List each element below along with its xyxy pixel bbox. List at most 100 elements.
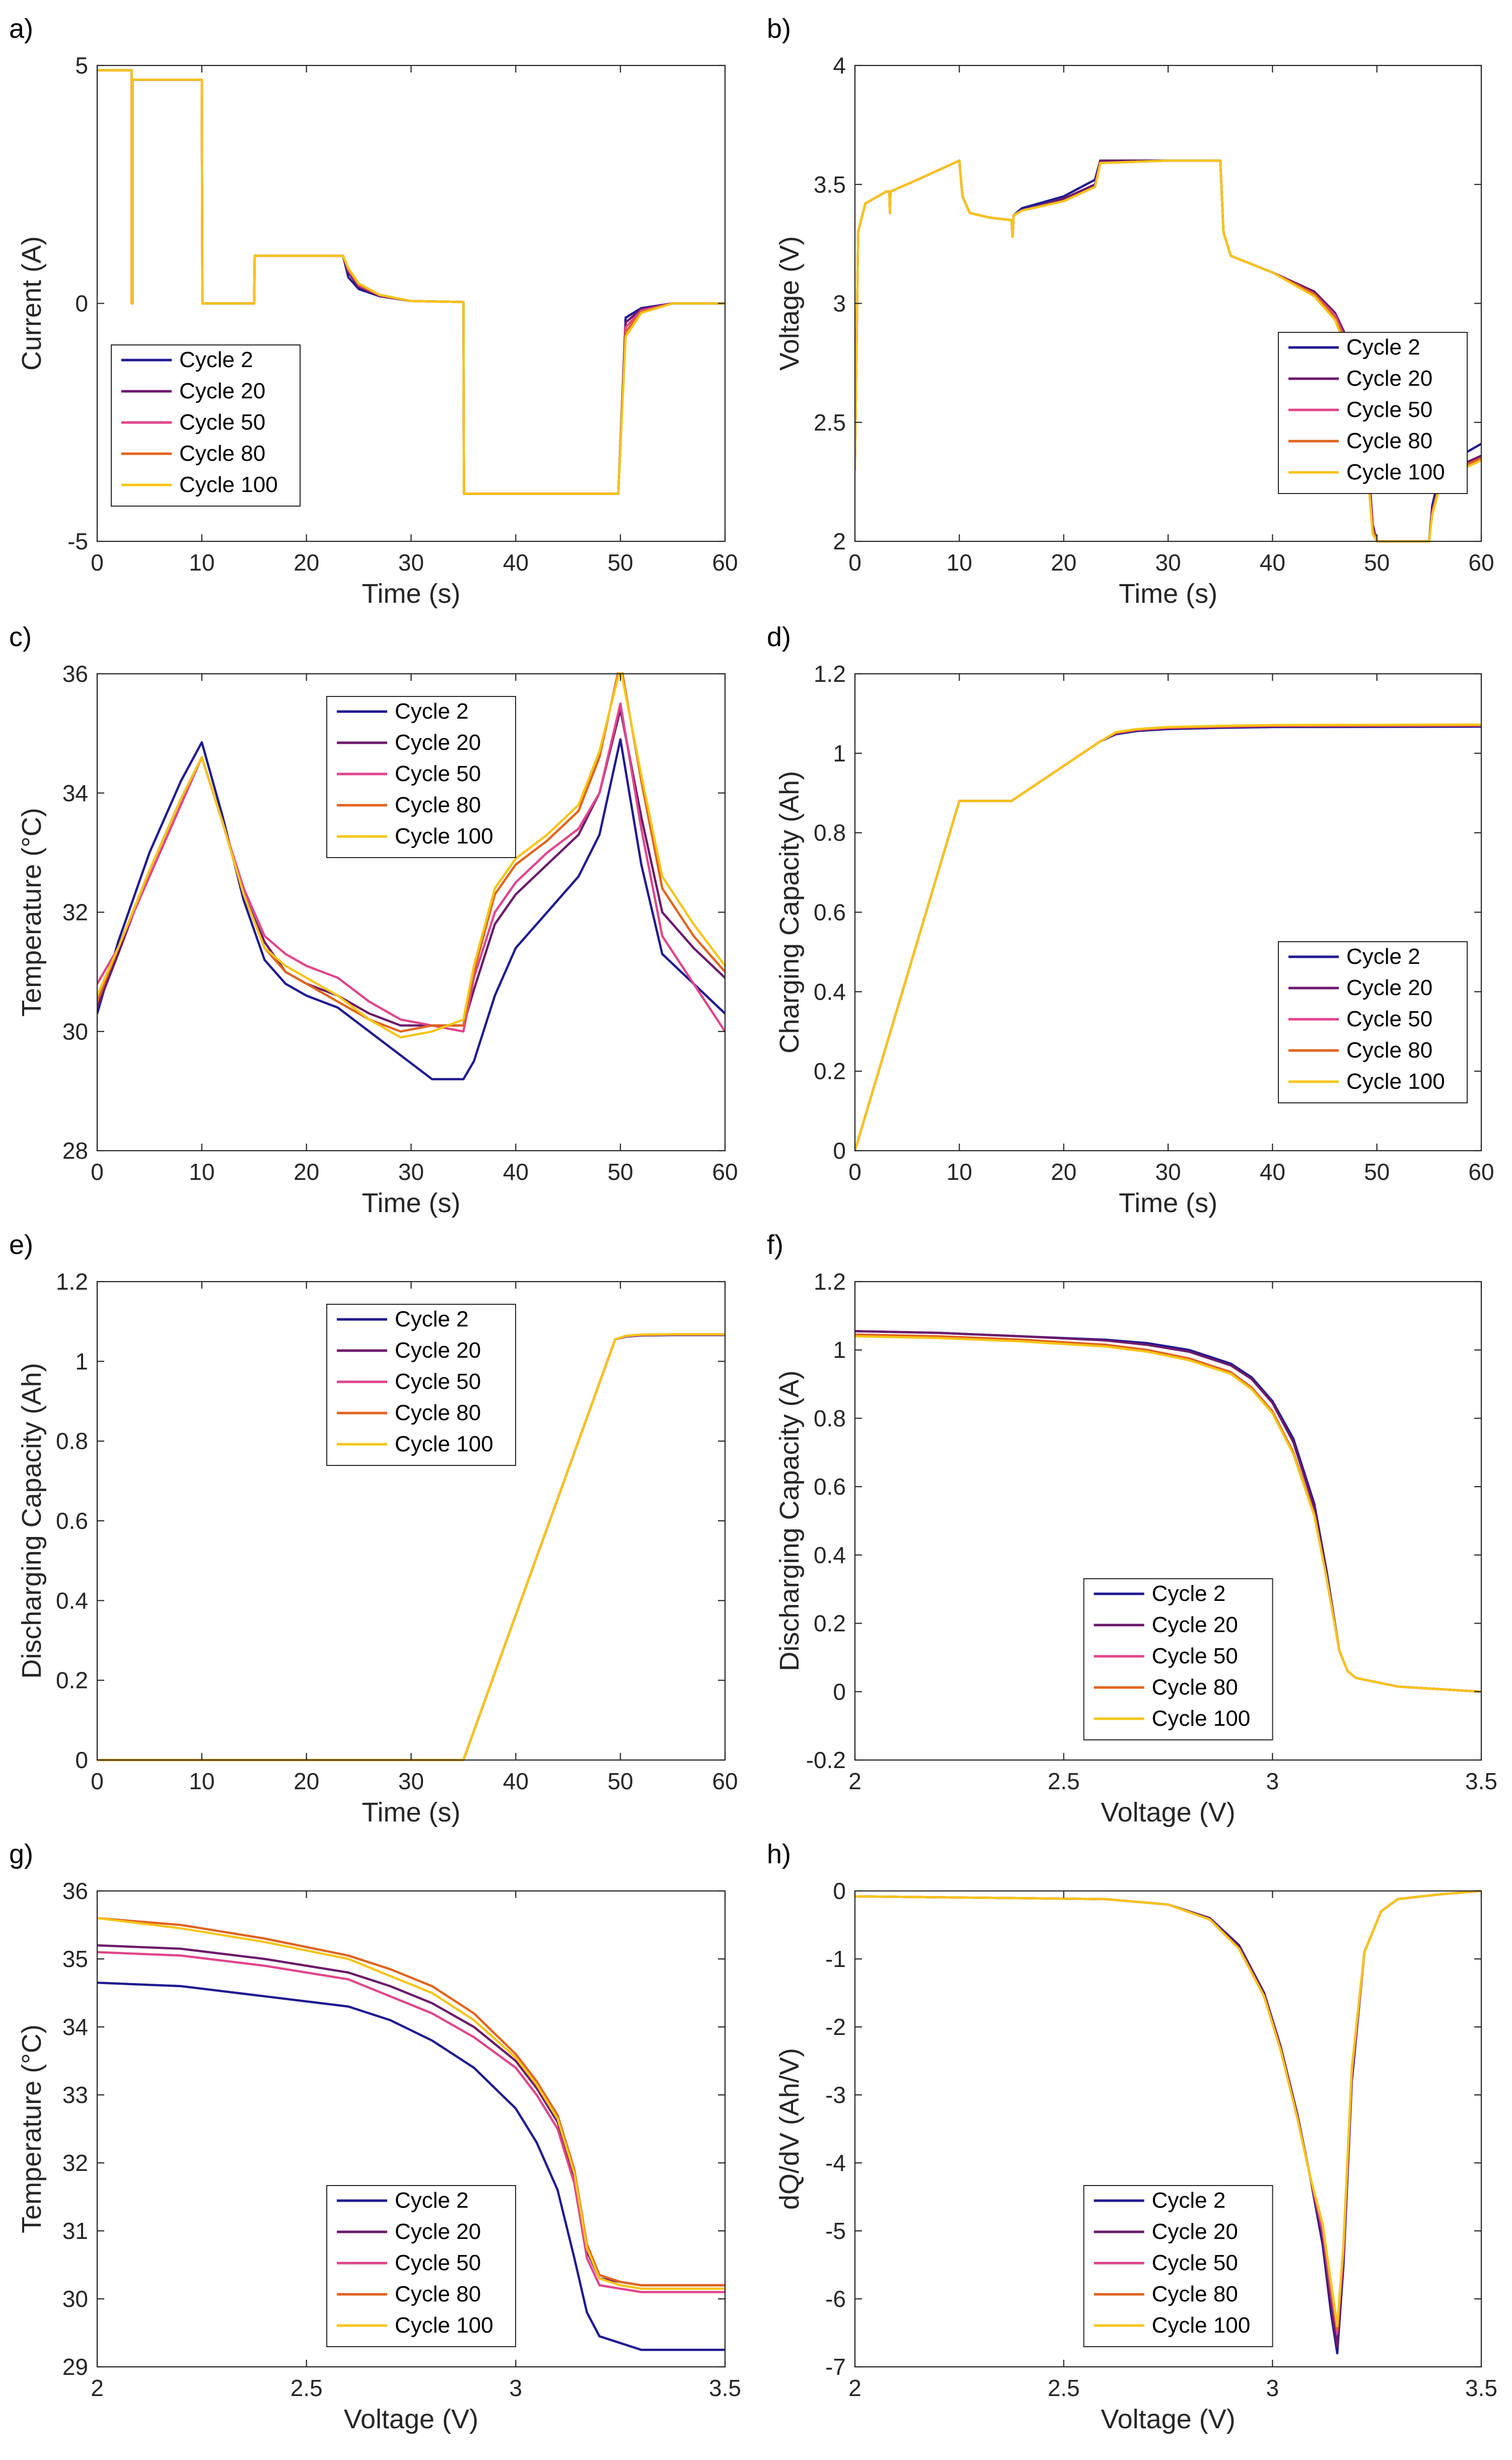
legend-label: Cycle 20 (395, 730, 481, 755)
legend-label: Cycle 100 (395, 2313, 493, 2338)
x-tick-label: 50 (1364, 1159, 1390, 1185)
y-tick-label: -6 (825, 2286, 846, 2312)
legend-label: Cycle 100 (1152, 2313, 1251, 2338)
x-tick-label: 3.5 (709, 2375, 741, 2401)
y-axis-label: Discharging Capacity (A) (774, 1370, 805, 1671)
series-line-cycle-2 (97, 738, 725, 1081)
legend-label: Cycle 2 (395, 699, 469, 724)
x-tick-label: 50 (608, 1768, 633, 1794)
series-line-cycle-2 (97, 1982, 725, 2351)
x-axis-label: Time (s) (1119, 579, 1217, 609)
legend-box (111, 344, 301, 507)
legend-label: Cycle 100 (1346, 1069, 1445, 1094)
y-tick-label: -7 (825, 2354, 846, 2380)
series-line-cycle-100 (97, 69, 725, 495)
y-axis-label: Temperature (°C) (17, 2024, 47, 2233)
x-tick-label: 10 (947, 549, 972, 576)
x-tick-label: 10 (189, 1159, 214, 1185)
y-tick-label: 1 (833, 1337, 846, 1363)
series-line-cycle-100 (97, 1917, 725, 2290)
legend-label: Cycle 2 (395, 2188, 469, 2213)
legend: Cycle 2 Cycle 20 Cycle 50 Cycle 80 Cycle 100 (111, 344, 301, 507)
legend-label: Cycle 100 (179, 472, 278, 497)
legend: Cycle 2 Cycle 20 Cycle 50 Cycle 80 Cycle 100 (1278, 941, 1468, 1103)
legend-label: Cycle 20 (1346, 975, 1432, 1000)
legend-label: Cycle 80 (1152, 1675, 1238, 1700)
series-line-cycle-50 (97, 1951, 725, 2293)
y-tick-label: 0.6 (814, 899, 846, 926)
y-tick-label: 3 (833, 291, 846, 317)
legend-label: Cycle 2 (1346, 944, 1420, 969)
panel-g: g) 2 2.5 3 3.5 29 30 31 32 33 34 35 36 Voltage (V) Tem… (9, 1839, 741, 2434)
x-tick-label: 30 (398, 1159, 424, 1185)
x-axis-label: Voltage (V) (1101, 1797, 1235, 1828)
x-tick-label: 40 (503, 549, 529, 576)
y-tick-label: 1.2 (814, 661, 846, 687)
x-tick-label: 2 (848, 2375, 861, 2401)
x-tick-label: 40 (503, 1768, 529, 1794)
x-tick-label: 30 (1155, 1159, 1181, 1185)
x-tick-label: 2.5 (1048, 1768, 1080, 1794)
x-tick-label: 3 (1266, 1768, 1279, 1794)
y-tick-label: -2 (825, 2014, 846, 2040)
panel-label: h) (767, 1839, 791, 1869)
legend-label: Cycle 50 (395, 1369, 481, 1394)
x-tick-label: 50 (1364, 549, 1390, 576)
y-tick-label: 1 (75, 1348, 88, 1374)
legend-box (1278, 941, 1468, 1103)
y-tick-label: 0 (833, 1878, 846, 1904)
y-tick-label: -5 (825, 2218, 846, 2244)
legend-label: Cycle 50 (395, 761, 481, 786)
legend-box (1278, 332, 1468, 494)
x-tick-label: 20 (294, 1768, 319, 1794)
legend-label: Cycle 20 (395, 1338, 481, 1363)
x-tick-label: 60 (712, 549, 738, 576)
legend-label: Cycle 80 (1346, 1038, 1432, 1063)
x-axis-label: Voltage (V) (344, 2404, 478, 2434)
y-tick-label: 28 (62, 1138, 88, 1164)
x-tick-label: 10 (189, 1768, 214, 1794)
legend-label: Cycle 50 (1346, 1007, 1432, 1031)
x-tick-label: 3.5 (1465, 1768, 1497, 1794)
series-line-cycle-80 (97, 1917, 725, 2287)
x-tick-label: 40 (1260, 1159, 1285, 1185)
x-axis-label: Time (s) (362, 1797, 461, 1828)
legend-label: Cycle 2 (1346, 335, 1420, 360)
x-tick-label: 0 (91, 1159, 104, 1185)
panel-label: a) (9, 14, 33, 44)
series-line-cycle-100 (855, 1335, 1481, 1693)
x-tick-label: 40 (503, 1159, 529, 1185)
legend-box (326, 1304, 516, 1466)
y-tick-label: 35 (62, 1946, 88, 1972)
legend-label: Cycle 20 (1152, 1612, 1238, 1637)
y-tick-label: 0 (75, 1747, 88, 1773)
y-tick-label: 36 (62, 1878, 88, 1904)
x-tick-label: 30 (398, 1768, 424, 1794)
legend-label: Cycle 80 (395, 793, 481, 817)
x-tick-label: 20 (294, 549, 319, 576)
y-axis-label: Temperature (°C) (17, 808, 47, 1017)
y-tick-label: 0.8 (814, 1405, 846, 1431)
legend-label: Cycle 50 (1152, 2251, 1238, 2275)
panel-label: b) (767, 14, 791, 44)
legend: Cycle 2 Cycle 20 Cycle 50 Cycle 80 Cycle 100 (326, 2185, 516, 2347)
y-tick-label: 1.2 (56, 1269, 88, 1295)
x-tick-label: 0 (91, 549, 104, 576)
series-group (97, 1917, 725, 2351)
x-tick-label: 2.5 (291, 2375, 323, 2401)
x-tick-label: 20 (1051, 1159, 1076, 1185)
legend-label: Cycle 50 (1152, 1644, 1238, 1668)
y-tick-label: 36 (62, 661, 88, 687)
panel-label: e) (9, 1230, 33, 1260)
legend-label: Cycle 80 (395, 2282, 481, 2306)
legend-label: Cycle 80 (1152, 2282, 1238, 2306)
y-tick-label: 34 (62, 780, 88, 806)
x-axis-label: Time (s) (362, 1188, 461, 1218)
y-tick-label: 5 (75, 52, 88, 79)
legend-label: Cycle 50 (179, 410, 265, 435)
series-group (97, 69, 725, 495)
x-tick-label: 60 (1468, 1159, 1494, 1185)
legend: Cycle 2 Cycle 20 Cycle 50 Cycle 80 Cycle 100 (1083, 1578, 1273, 1740)
y-tick-label: 31 (62, 2218, 88, 2244)
panel-label: c) (9, 622, 32, 652)
